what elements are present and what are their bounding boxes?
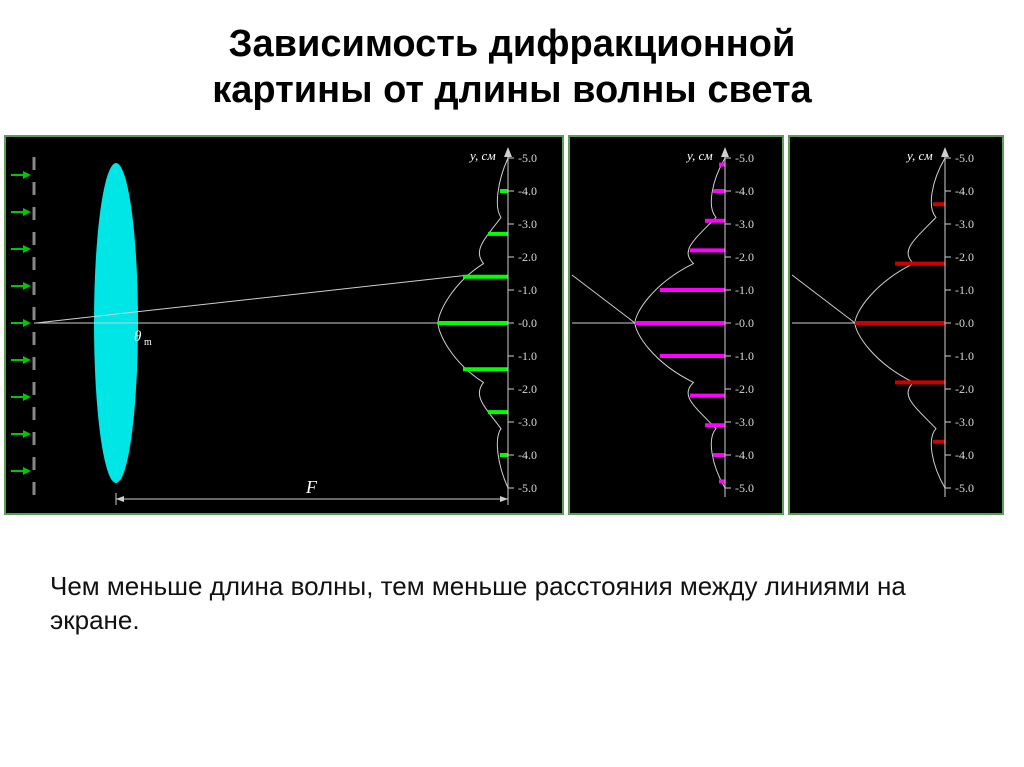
caption: Чем меньше длина волны, тем меньше расст… <box>0 515 1024 638</box>
panel-magenta: y, см -5.0 -4.0 -3.0 -2.0 -1.0 -0.0 -1.0 -2.0 -3.… <box>568 135 784 515</box>
svg-text:-2.0: -2.0 <box>518 382 537 396</box>
svg-text:-3.0: -3.0 <box>735 217 754 231</box>
svg-text:-5.0: -5.0 <box>955 151 974 165</box>
svg-text:-2.0: -2.0 <box>955 250 974 264</box>
svg-text:-5.0: -5.0 <box>735 151 754 165</box>
svg-text:-1.0: -1.0 <box>518 349 537 363</box>
svg-text:-0.0: -0.0 <box>518 316 537 330</box>
svg-text:y, см: y, см <box>905 148 933 163</box>
svg-text:-3.0: -3.0 <box>955 415 974 429</box>
svg-text:-4.0: -4.0 <box>735 448 754 462</box>
svg-text:-3.0: -3.0 <box>518 217 537 231</box>
svg-text:-1.0: -1.0 <box>955 283 974 297</box>
svg-text:-3.0: -3.0 <box>955 217 974 231</box>
svg-text:m: m <box>144 337 152 348</box>
svg-text:-4.0: -4.0 <box>518 448 537 462</box>
svg-text:-5.0: -5.0 <box>518 151 537 165</box>
title-line2: картины от длины волны света <box>212 69 811 111</box>
title-line1: Зависимость дифракционной <box>229 23 796 65</box>
slide-title: Зависимость дифракционной картины от дли… <box>0 0 1024 113</box>
svg-text:F: F <box>305 477 318 497</box>
panel-red: y, см -5.0 -4.0 -3.0 -2.0 -1.0 -0.0 -1.0 -2.0 -3.… <box>788 135 1004 515</box>
svg-text:-5.0: -5.0 <box>735 481 754 495</box>
diagram-panels: θm Fy, см -5.0 -4.0 -3.0 -2.0 -1.0 -0.0 -1.0 -2.0… <box>0 135 1024 515</box>
svg-text:-2.0: -2.0 <box>955 382 974 396</box>
svg-text:-4.0: -4.0 <box>735 184 754 198</box>
svg-text:-2.0: -2.0 <box>735 250 754 264</box>
svg-text:-4.0: -4.0 <box>955 184 974 198</box>
svg-text:-0.0: -0.0 <box>735 316 754 330</box>
svg-text:-3.0: -3.0 <box>518 415 537 429</box>
svg-text:-4.0: -4.0 <box>518 184 537 198</box>
svg-text:-3.0: -3.0 <box>735 415 754 429</box>
svg-text:-5.0: -5.0 <box>955 481 974 495</box>
svg-text:-2.0: -2.0 <box>735 382 754 396</box>
svg-text:-2.0: -2.0 <box>518 250 537 264</box>
svg-text:-5.0: -5.0 <box>518 481 537 495</box>
panel-optical-setup: θm Fy, см -5.0 -4.0 -3.0 -2.0 -1.0 -0.0 -1.0 -2.0… <box>4 135 564 515</box>
svg-text:θ: θ <box>134 329 142 345</box>
diffraction-red: y, см -5.0 -4.0 -3.0 -2.0 -1.0 -0.0 -1.0 -2.0 -3.… <box>790 137 1002 513</box>
svg-text:y, см: y, см <box>685 148 713 163</box>
diffraction-magenta: y, см -5.0 -4.0 -3.0 -2.0 -1.0 -0.0 -1.0 -2.0 -3.… <box>570 137 782 513</box>
svg-text:-1.0: -1.0 <box>735 349 754 363</box>
svg-text:-1.0: -1.0 <box>955 349 974 363</box>
svg-text:-0.0: -0.0 <box>955 316 974 330</box>
svg-text:-1.0: -1.0 <box>518 283 537 297</box>
optical-diagram: θm Fy, см -5.0 -4.0 -3.0 -2.0 -1.0 -0.0 -1.0 -2.0… <box>6 137 562 513</box>
svg-text:-4.0: -4.0 <box>955 448 974 462</box>
svg-text:y, см: y, см <box>468 148 496 163</box>
svg-text:-1.0: -1.0 <box>735 283 754 297</box>
